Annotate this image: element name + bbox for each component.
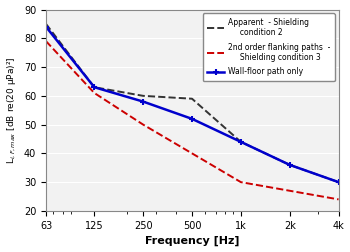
Legend: Apparent  - Shielding
     condition 2, 2nd order flanking paths  -
     Shieldi: Apparent - Shielding condition 2, 2nd or…: [203, 13, 335, 81]
Wall-floor path only: [336, 181, 341, 184]
Line: Apparent  - Shielding
     condition 2: Apparent - Shielding condition 2: [46, 24, 338, 182]
Wall-floor path only: [44, 25, 48, 28]
2nd order flanking paths  -
     Shielding condition 3: [44, 40, 48, 43]
2nd order flanking paths  -
     Shielding condition 3: [336, 198, 341, 201]
2nd order flanking paths  -
     Shielding condition 3: [141, 123, 145, 126]
2nd order flanking paths  -
     Shielding condition 3: [92, 91, 96, 94]
Wall-floor path only: [190, 117, 194, 120]
Apparent  - Shielding
     condition 2: [239, 140, 243, 143]
Apparent  - Shielding
     condition 2: [92, 86, 96, 89]
Wall-floor path only: [92, 86, 96, 89]
Wall-floor path only: [239, 140, 243, 143]
Apparent  - Shielding
     condition 2: [336, 181, 341, 184]
2nd order flanking paths  -
     Shielding condition 3: [190, 152, 194, 155]
Y-axis label: L$_{i,F,max}$ [dB re(20 μPa)²]: L$_{i,F,max}$ [dB re(20 μPa)²]: [6, 56, 18, 164]
X-axis label: Frequency [Hz]: Frequency [Hz]: [145, 236, 239, 246]
Apparent  - Shielding
     condition 2: [190, 97, 194, 100]
Apparent  - Shielding
     condition 2: [44, 22, 48, 25]
Line: 2nd order flanking paths  -
     Shielding condition 3: 2nd order flanking paths - Shielding con…: [46, 41, 338, 199]
Apparent  - Shielding
     condition 2: [288, 163, 292, 166]
2nd order flanking paths  -
     Shielding condition 3: [239, 181, 243, 184]
2nd order flanking paths  -
     Shielding condition 3: [288, 189, 292, 192]
Wall-floor path only: [141, 100, 145, 103]
Apparent  - Shielding
     condition 2: [141, 94, 145, 97]
Wall-floor path only: [288, 163, 292, 166]
Line: Wall-floor path only: Wall-floor path only: [43, 23, 342, 186]
